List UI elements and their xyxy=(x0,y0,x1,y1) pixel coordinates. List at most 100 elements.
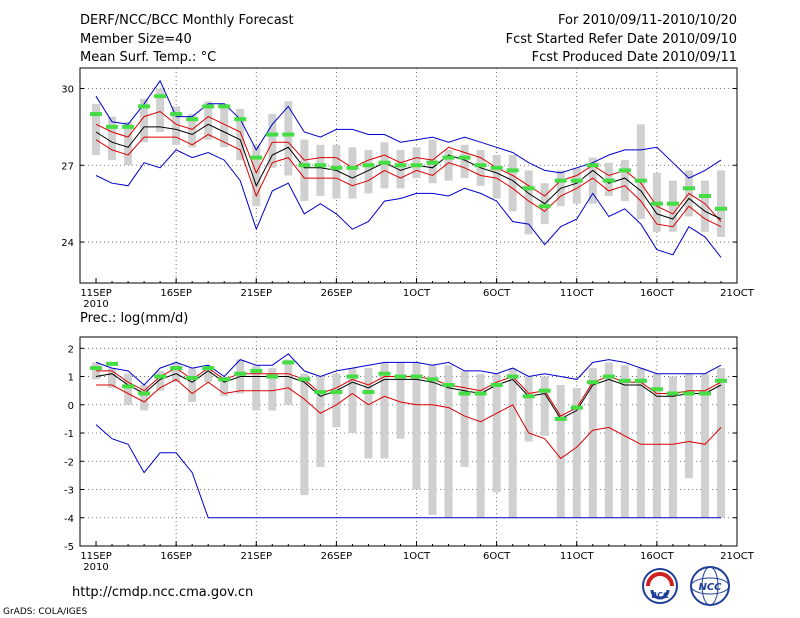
spread-box xyxy=(204,365,213,383)
median-marker xyxy=(410,163,423,168)
median-marker xyxy=(634,178,647,183)
median-marker xyxy=(538,388,551,393)
ncc-logo: NCC xyxy=(690,566,730,606)
x-tick-label: 11OCT xyxy=(560,551,595,562)
median-marker xyxy=(602,374,615,379)
median-marker xyxy=(106,124,119,129)
lower-line xyxy=(96,378,722,460)
median-marker xyxy=(330,165,343,170)
mean-line xyxy=(95,370,722,420)
spread-box xyxy=(588,368,597,518)
median-marker xyxy=(266,132,279,137)
spread-box xyxy=(252,144,261,207)
spread-box xyxy=(348,147,357,199)
x-tick-label: 11SEP xyxy=(80,288,111,299)
median-marker xyxy=(714,378,727,383)
spread-box xyxy=(380,142,389,189)
spread-box xyxy=(508,155,517,212)
spread-box xyxy=(588,157,597,204)
min-line xyxy=(95,424,721,519)
median-marker xyxy=(682,186,695,191)
median-marker xyxy=(186,375,199,380)
spread-box xyxy=(524,170,533,235)
median-marker xyxy=(282,132,295,137)
median-marker xyxy=(250,368,263,373)
median-marker xyxy=(234,371,247,376)
spread-box xyxy=(108,368,117,388)
spread-box xyxy=(716,170,725,237)
median-marker xyxy=(90,366,103,371)
median-marker xyxy=(138,391,151,396)
median-marker xyxy=(522,394,535,399)
spread-box xyxy=(188,114,197,148)
median-marker xyxy=(474,163,487,168)
median-marker xyxy=(298,377,311,382)
spread-box xyxy=(716,368,725,518)
max-line xyxy=(95,353,722,386)
spread-box xyxy=(156,88,165,132)
y-tick-label: -4 xyxy=(64,514,74,525)
median-marker xyxy=(682,391,695,396)
spread-box xyxy=(364,368,373,459)
x-tick-label: 26SEP xyxy=(321,288,352,299)
median-marker xyxy=(650,387,663,392)
spread-box xyxy=(524,376,533,442)
median-marker xyxy=(186,117,199,122)
median-marker xyxy=(634,378,647,383)
median-marker xyxy=(154,94,167,99)
y-tick-label: -2 xyxy=(64,457,74,468)
median-marker xyxy=(330,390,343,395)
spread-box xyxy=(620,160,629,202)
spread-box xyxy=(428,365,437,515)
median-marker xyxy=(410,374,423,379)
spread-box xyxy=(444,149,453,181)
ncc-logo-text: NCC xyxy=(698,582,722,593)
median-marker xyxy=(170,112,183,117)
spread-box xyxy=(108,116,117,161)
y-tick-label: -5 xyxy=(64,542,74,553)
chart-title: DERF/NCC/BCC Monthly Forecast xyxy=(80,13,294,28)
spread-box xyxy=(572,167,581,204)
forecast-start-date: Fcst Started Refer Date 2010/09/10 xyxy=(506,32,737,47)
spread-box xyxy=(652,373,661,518)
median-marker xyxy=(586,163,599,168)
forecast-period: For 2010/09/11-2010/10/20 xyxy=(558,13,737,28)
x-tick-label: 21OCT xyxy=(720,288,755,299)
median-marker xyxy=(618,168,631,173)
median-marker xyxy=(618,378,631,383)
median-marker xyxy=(362,390,375,395)
median-marker xyxy=(282,360,295,365)
median-marker xyxy=(666,391,679,396)
median-marker xyxy=(154,374,167,379)
median-marker xyxy=(346,165,359,170)
median-marker xyxy=(298,163,311,168)
spread-box xyxy=(172,106,181,145)
spread-box xyxy=(124,121,133,166)
median-marker xyxy=(202,104,215,109)
spread-box xyxy=(636,124,645,220)
median-marker xyxy=(378,160,391,165)
spread-box xyxy=(316,376,325,467)
median-marker xyxy=(554,178,567,183)
upper-line xyxy=(96,367,722,417)
median-marker xyxy=(602,178,615,183)
variable-label: Mean Surf. Temp.: °C xyxy=(80,50,216,65)
median-marker xyxy=(570,405,583,410)
median-marker xyxy=(362,163,375,168)
spread-box xyxy=(396,149,405,189)
y-tick-label: 0 xyxy=(68,401,74,412)
temperature-panel: 24 27 30 11SEP 16SEP 21SEP 26SEP 1OCT 6OCT 11OCT 1… xyxy=(61,67,755,310)
x-year-label: 2010 xyxy=(83,562,108,573)
median-marker xyxy=(218,104,231,109)
median-marker xyxy=(506,374,519,379)
median-marker xyxy=(698,391,711,396)
forecast-produced-date: Fcst Produced Date 2010/09/11 xyxy=(532,50,737,65)
spread-box xyxy=(572,387,581,518)
x-tick-label: 11SEP xyxy=(80,551,111,562)
spread-box xyxy=(284,359,293,405)
x-tick-label: 21SEP xyxy=(241,288,272,299)
spread-box xyxy=(300,373,309,496)
grads-credit: GrADS: COLA/IGES xyxy=(3,607,87,617)
median-marker xyxy=(506,168,519,173)
